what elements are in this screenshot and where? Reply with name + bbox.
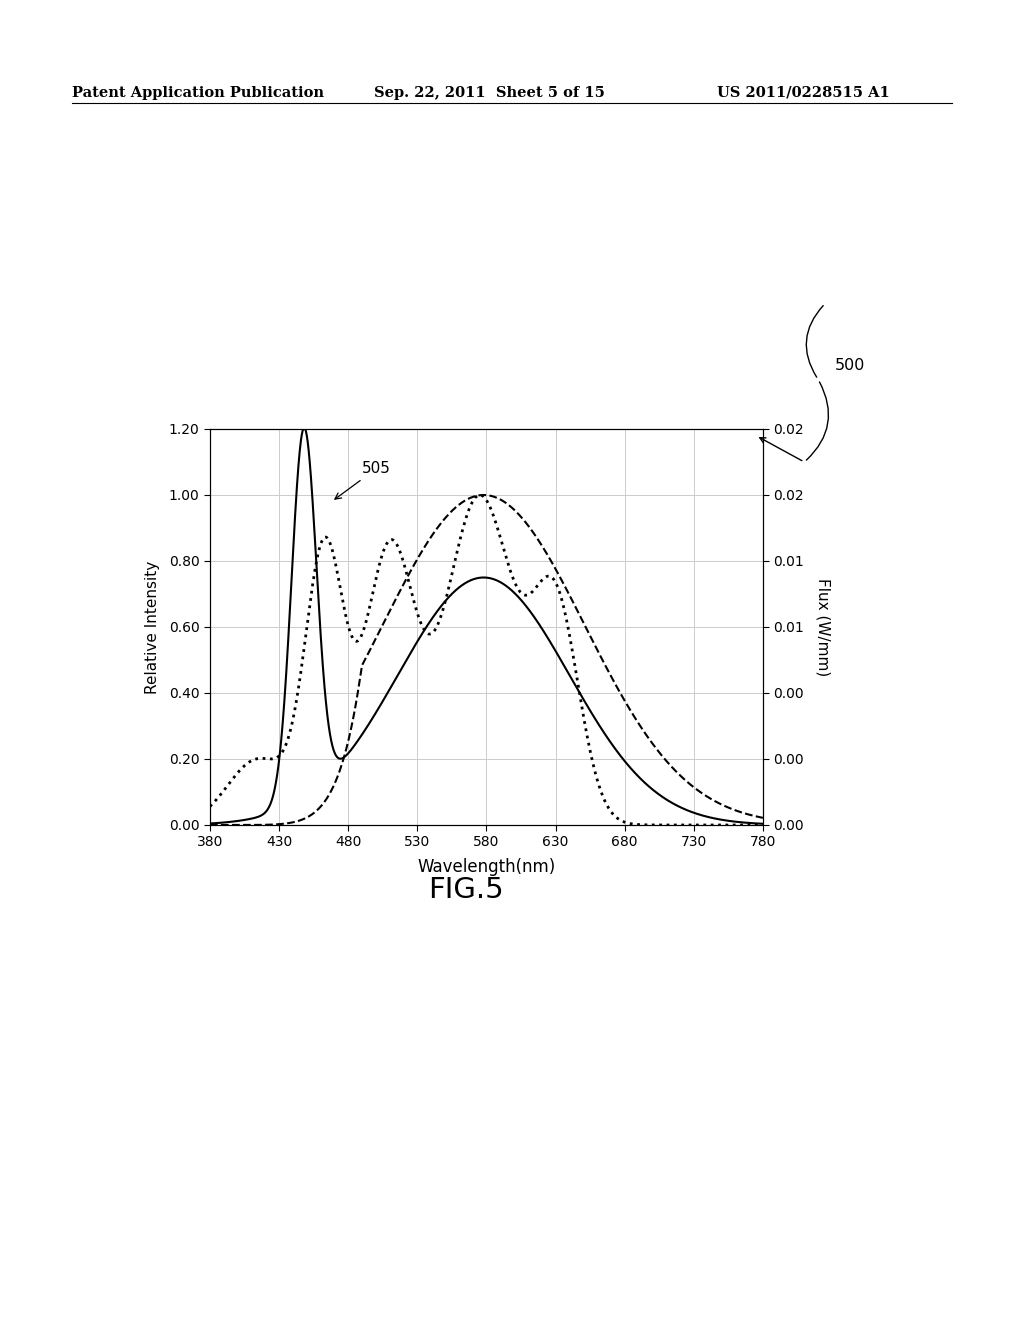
- Text: FIG.5: FIG.5: [428, 875, 504, 904]
- Text: US 2011/0228515 A1: US 2011/0228515 A1: [717, 86, 890, 100]
- Text: Patent Application Publication: Patent Application Publication: [72, 86, 324, 100]
- X-axis label: Wavelength(nm): Wavelength(nm): [417, 858, 556, 875]
- Text: 500: 500: [835, 358, 865, 372]
- Text: Sep. 22, 2011  Sheet 5 of 15: Sep. 22, 2011 Sheet 5 of 15: [374, 86, 604, 100]
- Y-axis label: Relative Intensity: Relative Intensity: [145, 561, 161, 693]
- Text: 505: 505: [335, 461, 391, 499]
- Y-axis label: Flux (W/mm): Flux (W/mm): [815, 578, 830, 676]
